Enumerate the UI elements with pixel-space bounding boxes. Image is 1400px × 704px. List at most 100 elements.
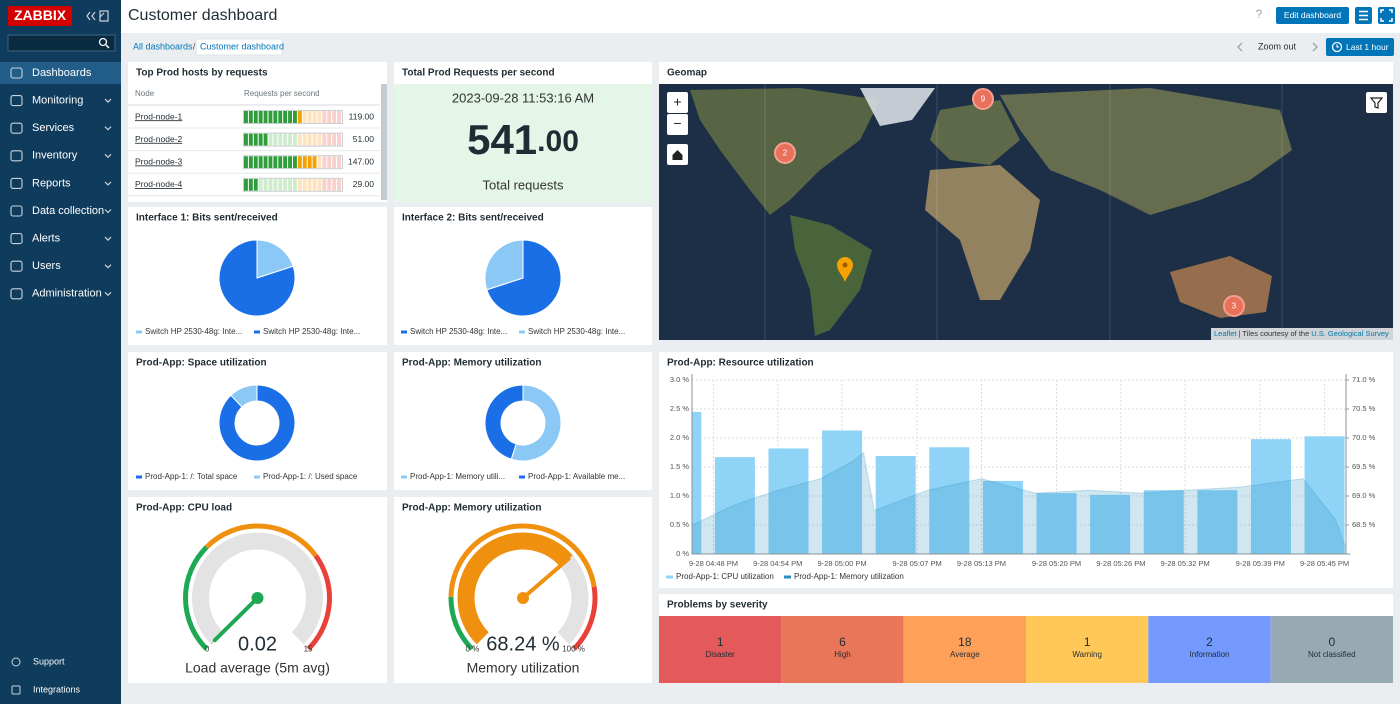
- node-link[interactable]: Prod-node-3: [135, 156, 183, 166]
- severity-cell[interactable]: [781, 616, 904, 683]
- marker-cluster[interactable]: [972, 88, 994, 110]
- widget-title: Geomap: [667, 68, 707, 79]
- bar: [929, 447, 970, 554]
- map-pin-dot: [842, 262, 848, 268]
- menu-item[interactable]: Users: [32, 260, 61, 272]
- menu-chevron: [104, 209, 112, 214]
- breadcrumb-current[interactable]: Customer dashboard: [200, 41, 284, 51]
- node-link[interactable]: Prod-node-2: [135, 134, 183, 144]
- item-value-bg: [394, 84, 652, 202]
- gauge-track: [192, 532, 323, 645]
- area: [692, 451, 1346, 554]
- legend-label: Switch HP 2530-48g: Inte...: [410, 327, 507, 336]
- zoom-in-label[interactable]: +: [673, 94, 681, 110]
- threshold-arc: [448, 523, 597, 597]
- widget-title: Prod-App: Memory utilization: [402, 358, 541, 369]
- zoom-out-label[interactable]: −: [673, 115, 681, 131]
- severity-cell[interactable]: [903, 616, 1026, 683]
- collapse-icon[interactable]: [86, 11, 96, 21]
- request-indicator: [243, 177, 343, 192]
- severity-cell[interactable]: [1270, 616, 1393, 683]
- legend-label: Switch HP 2530-48g: Inte...: [145, 327, 242, 336]
- menu-item[interactable]: Data collection: [32, 205, 104, 217]
- menu-item[interactable]: Alerts: [32, 233, 61, 245]
- attribution-text: | Tiles courtesy of the: [1239, 329, 1310, 338]
- widget-title: Prod-App: Memory utilization: [402, 503, 541, 514]
- indicator-segment: [312, 156, 317, 169]
- severity-name: Not classified: [1308, 650, 1356, 659]
- edit-button[interactable]: [1276, 7, 1349, 24]
- indicator-segment: [317, 178, 322, 191]
- cluster-count: 2: [783, 149, 788, 158]
- severity-name: Average: [950, 650, 980, 659]
- clock-hand: [1336, 44, 1339, 48]
- node-link[interactable]: Prod-node-1: [135, 111, 183, 121]
- scrollbar: [381, 84, 387, 200]
- column-header: Node: [135, 89, 155, 98]
- marker-cluster[interactable]: [774, 142, 796, 164]
- severity-cell[interactable]: [1026, 616, 1149, 683]
- filter-button[interactable]: [1366, 92, 1387, 113]
- indicator-segment: [258, 156, 263, 169]
- menu-icon: [10, 122, 23, 134]
- map-landmass: [790, 215, 872, 336]
- menu-chevron: [104, 153, 112, 159]
- legend-marker: [519, 475, 525, 479]
- indicator-segment: [322, 111, 327, 123]
- severity-cell[interactable]: [1148, 616, 1271, 683]
- severity-count: 0: [1328, 635, 1335, 649]
- indicator-segment: [312, 111, 317, 123]
- footer-icon: [11, 685, 21, 695]
- zoom-in-button[interactable]: [667, 92, 688, 113]
- y2-tick-label: 68.5 %: [1352, 520, 1376, 529]
- footer-item[interactable]: Support: [33, 656, 65, 666]
- search-input[interactable]: [7, 34, 116, 52]
- indicator-segment: [244, 111, 248, 123]
- map-pin[interactable]: [837, 257, 853, 282]
- map-landmass: [1000, 88, 1292, 215]
- bar: [875, 455, 916, 554]
- time-prev[interactable]: [1237, 42, 1243, 52]
- edit-button-label[interactable]: Edit dashboard: [1284, 10, 1341, 20]
- severity-cell[interactable]: [659, 616, 782, 683]
- help-icon[interactable]: ?: [1256, 7, 1263, 21]
- zoom-out[interactable]: Zoom out: [1258, 41, 1297, 51]
- menu-item[interactable]: Dashboards: [32, 67, 92, 79]
- menu-item[interactable]: Administration: [32, 288, 102, 300]
- widget-title: Total Prod Requests per second: [402, 68, 555, 79]
- menu-chevron: [104, 264, 112, 269]
- menu-item[interactable]: Inventory: [32, 150, 78, 162]
- menu-item[interactable]: Monitoring: [32, 95, 83, 107]
- indicator-segment: [337, 133, 341, 146]
- footer-item[interactable]: Integrations: [33, 684, 81, 694]
- kiosk-icon[interactable]: [99, 10, 109, 22]
- legend-marker: [784, 575, 791, 579]
- threshold-arc: [448, 596, 474, 651]
- legend-marker: [254, 330, 260, 334]
- menu-item[interactable]: Services: [32, 122, 75, 134]
- indicator-segment: [244, 133, 248, 146]
- menu-item[interactable]: Reports: [32, 177, 71, 189]
- indicator-frame: [243, 110, 343, 124]
- zoom-out-button[interactable]: [667, 114, 688, 135]
- period-button[interactable]: [1326, 38, 1394, 56]
- bar: [982, 480, 1023, 554]
- fullscreen-button[interactable]: [1378, 7, 1395, 24]
- period-label[interactable]: Last 1 hour: [1346, 42, 1389, 52]
- indicator-segment: [283, 178, 288, 191]
- severity-count: 18: [958, 635, 972, 649]
- indicator-segment: [273, 178, 278, 191]
- axes: [691, 374, 1350, 555]
- indicator-segment: [273, 111, 278, 123]
- bar: [1250, 439, 1291, 554]
- time-next[interactable]: [1312, 42, 1318, 52]
- menu-icon: [10, 288, 23, 300]
- node-link[interactable]: Prod-node-4: [135, 179, 183, 189]
- breadcrumb-link[interactable]: All dashboards: [133, 41, 193, 51]
- marker-cluster[interactable]: [1223, 295, 1245, 317]
- indicator-segment: [278, 178, 283, 191]
- y-tick-label: 2.5 %: [670, 404, 690, 413]
- indicator-frame: [243, 132, 343, 147]
- indicator-segment: [283, 133, 288, 146]
- value-decimals: .00: [537, 125, 579, 158]
